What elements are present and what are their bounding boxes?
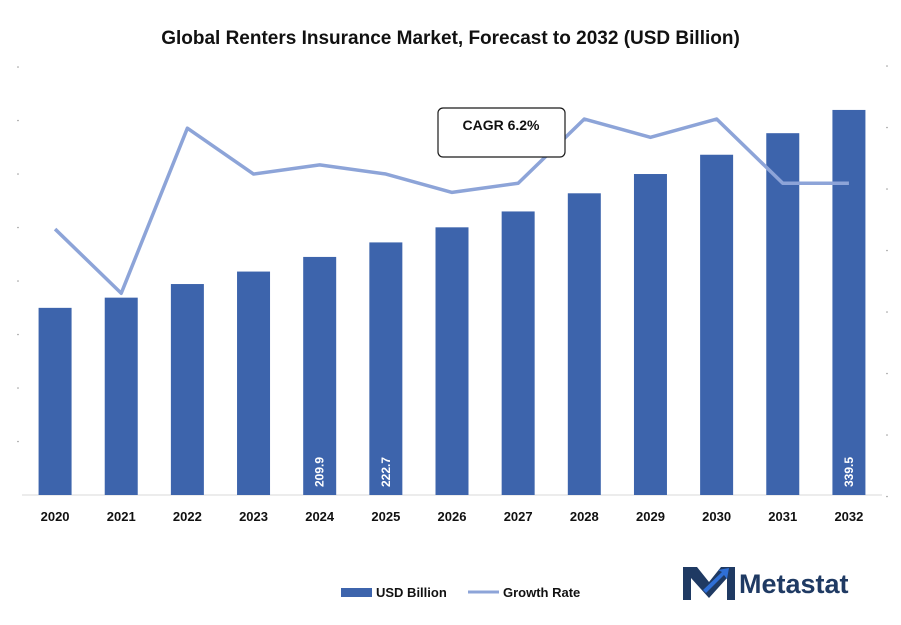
bar-2024 [303,256,337,495]
cagr-label: CAGR 6.2% [462,117,540,133]
bar-2025 [369,242,403,495]
bar-data-labels: 209.9 222.7 339.5 [313,457,856,487]
x-tick-label-2023: 2023 [239,509,268,524]
x-tick-label-2028: 2028 [570,509,599,524]
bar-2020 [38,307,72,495]
legend-line-label: Growth Rate [503,585,580,600]
bar-2026 [435,227,469,496]
cagr-callout: CAGR 6.2% [437,107,566,158]
x-tick-label-2024: 2024 [305,509,335,524]
bar-2029 [633,174,667,495]
legend: USD Billion Growth Rate [341,585,580,600]
bar-2031 [766,133,800,496]
right-axis-tick [886,249,888,252]
x-tick-label-2030: 2030 [702,509,731,524]
right-axis-tick [886,495,888,498]
bar-2030 [700,154,734,495]
growth-rate-line [53,117,849,296]
x-tick-label-2029: 2029 [636,509,665,524]
right-axis-tick [886,188,888,190]
bar-2028 [567,193,601,496]
x-tick-label-2032: 2032 [834,509,863,524]
cagr-box [437,107,566,158]
bar-2027 [501,211,535,495]
right-axis-tick [886,311,888,313]
x-tick-label-2031: 2031 [768,509,797,524]
x-tick-labels: 2020 2021 2022 2023 2024 2025 2026 2027 2028 2029… [41,509,864,524]
left-axis-tick [17,226,19,229]
right-axis-ticks [886,65,888,498]
left-axis-tick [17,173,19,175]
bar-series [38,109,866,496]
right-axis-tick [886,434,888,436]
x-tick-label-2022: 2022 [173,509,202,524]
left-axis-tick [17,280,19,282]
bar-2021 [104,297,138,495]
left-axis-tick [17,387,19,389]
right-axis-tick [886,65,888,67]
x-tick-label-2025: 2025 [371,509,400,524]
logo-arrow-icon [703,568,729,593]
x-tick-label-2026: 2026 [438,509,467,524]
left-axis-ticks [17,66,19,443]
data-label-2025: 222.7 [379,457,393,487]
x-tick-label-2021: 2021 [107,509,136,524]
left-axis-tick [17,119,19,122]
data-label-2032: 339.5 [842,457,856,487]
left-axis-tick [17,66,19,68]
right-axis-tick [886,372,888,375]
legend-bar-swatch [341,588,372,597]
line-series [53,117,849,296]
right-axis-tick [886,126,888,129]
logo-text: Metastat [739,569,849,599]
left-axis-tick [17,333,19,336]
bar-2022 [170,284,204,495]
data-label-2024: 209.9 [313,457,327,487]
left-axis-tick [17,440,19,443]
bar-2032 [832,109,866,496]
chart-title: Global Renters Insurance Market, Forecas… [161,28,740,49]
bar-2023 [237,271,271,495]
x-tick-label-2020: 2020 [41,509,70,524]
legend-bar-label: USD Billion [376,585,447,600]
x-tick-label-2027: 2027 [504,509,533,524]
metastat-logo: Metastat [683,567,849,600]
